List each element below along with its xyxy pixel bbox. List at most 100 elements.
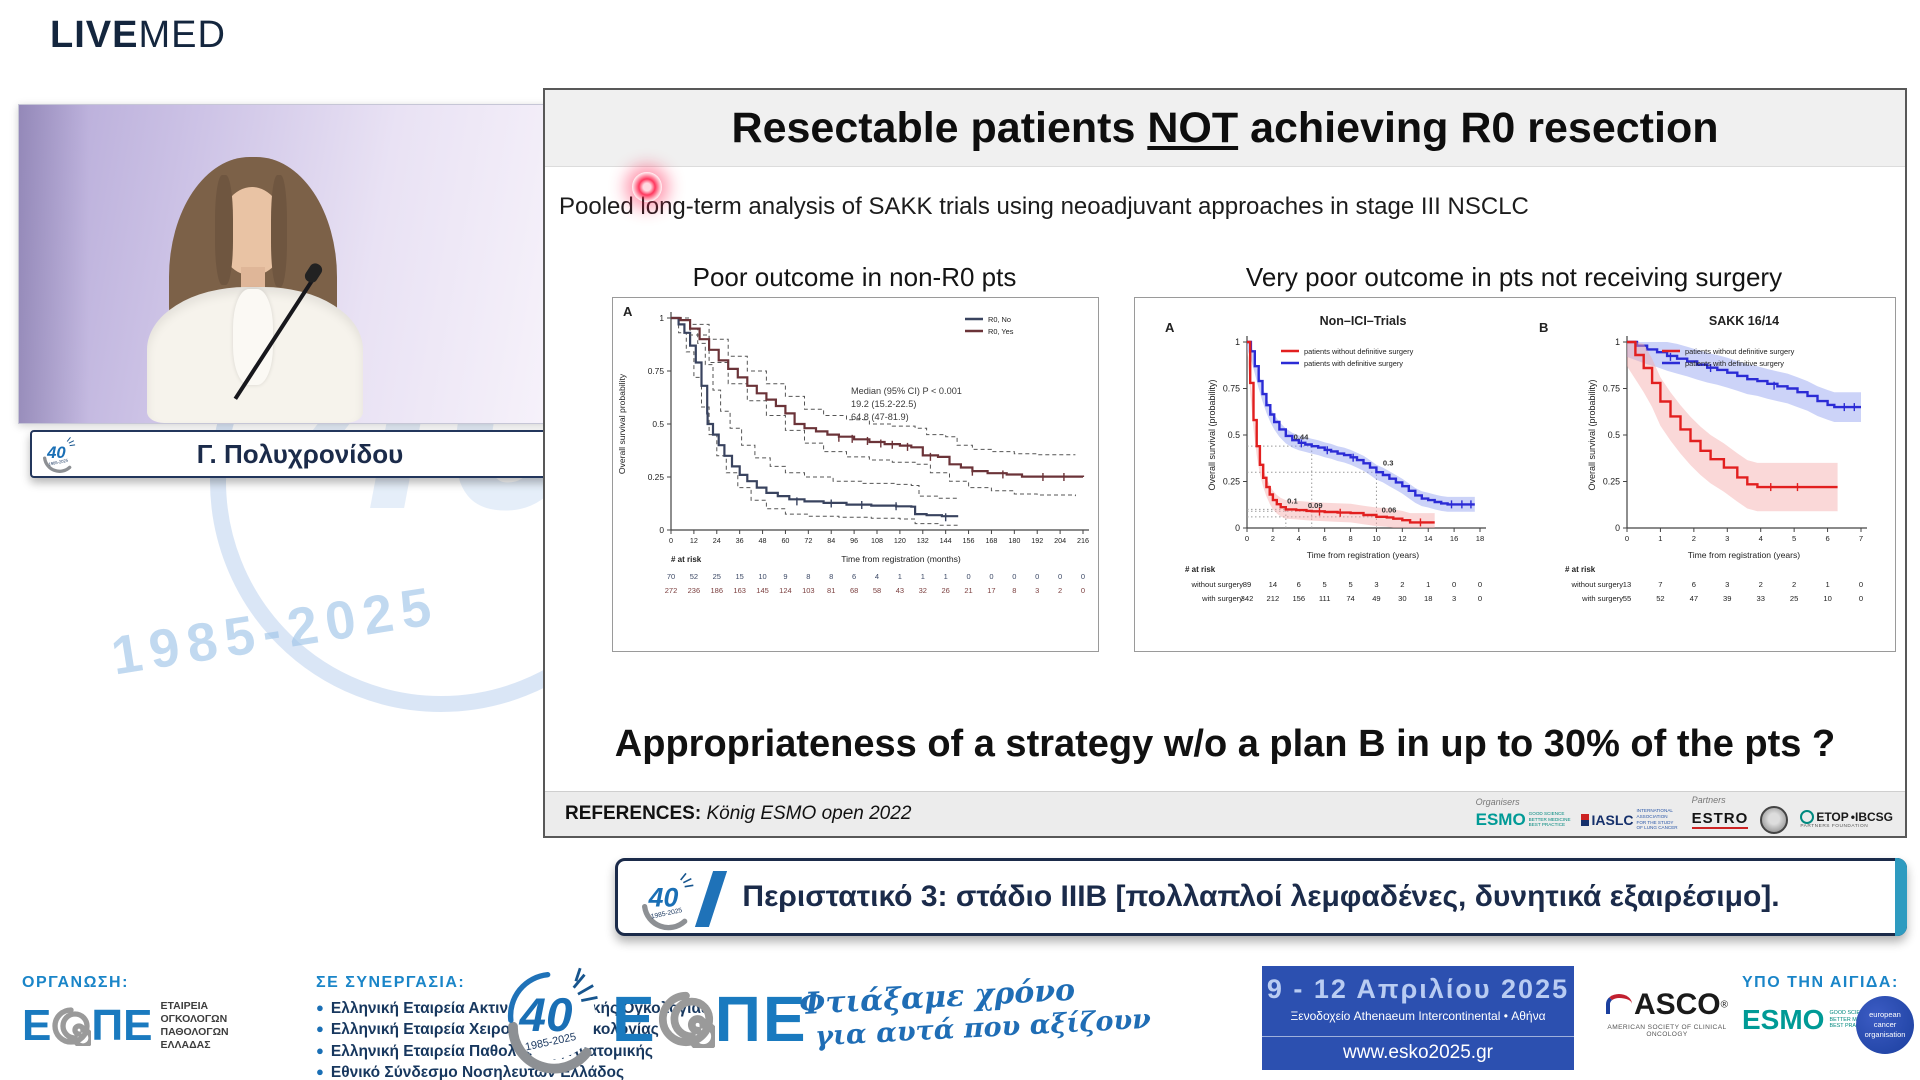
- svg-text:180: 180: [1008, 536, 1020, 545]
- svg-text:144: 144: [940, 536, 952, 545]
- svg-text:1: 1: [898, 572, 902, 581]
- svg-text:R0, No: R0, No: [988, 315, 1011, 324]
- svg-text:0: 0: [1081, 572, 1085, 581]
- ecco-line: cancer: [1873, 1020, 1897, 1030]
- svg-text:30: 30: [1398, 594, 1406, 603]
- svg-text:0: 0: [659, 525, 664, 535]
- bullet-icon: ●: [316, 1021, 324, 1037]
- svg-text:3: 3: [1725, 580, 1729, 589]
- svg-text:0: 0: [1035, 572, 1039, 581]
- svg-text:156: 156: [963, 536, 975, 545]
- references-text: REFERENCES: König ESMO open 2022: [565, 803, 911, 825]
- iaslc-flag-icon: [1580, 813, 1589, 826]
- svg-text:4: 4: [1759, 534, 1763, 543]
- svg-text:68: 68: [850, 586, 858, 595]
- svg-text:Time from registration (years): Time from registration (years): [1307, 550, 1420, 560]
- svg-text:7: 7: [1658, 580, 1662, 589]
- svg-text:without surgery: without surgery: [1191, 580, 1244, 589]
- esmo-tagline: GOOD SCIENCE BETTER MEDICINE BEST PRACTI…: [1529, 811, 1571, 828]
- banner-accent-bar: [1895, 858, 1907, 936]
- svg-text:74: 74: [1346, 594, 1354, 603]
- right-chart-title: Very poor outcome in pts not receiving s…: [1245, 262, 1783, 292]
- svg-text:0: 0: [1058, 572, 1062, 581]
- svg-text:84: 84: [827, 536, 835, 545]
- svg-text:19.2 (15.2-22.5): 19.2 (15.2-22.5): [851, 399, 916, 409]
- svg-text:3: 3: [1035, 586, 1039, 595]
- svg-text:# at risk: # at risk: [1185, 565, 1216, 574]
- iaslc-line: OF LUNG CANCER: [1636, 825, 1678, 831]
- svg-text:186: 186: [711, 586, 724, 595]
- collaboration-label: ΣΕ ΣΥΝΕΡΓΑΣΙΑ:: [316, 974, 466, 991]
- asco-logo: ASCO® AMERICAN SOCIETY OF CLINICAL ONCOL…: [1592, 988, 1742, 1038]
- svg-text:0.75: 0.75: [1223, 383, 1240, 393]
- esmo-logo: ESMO GOOD SCIENCE BETTER MEDICINE BEST P…: [1476, 810, 1571, 830]
- svg-text:108: 108: [871, 536, 883, 545]
- case-banner: 40 1985-2025 Περιστατικό 3: στάδιο IIIB …: [615, 858, 1907, 936]
- svg-text:72: 72: [804, 536, 812, 545]
- anniversary-slogan: Φτιάξαμε χρόνο για αυτά που αξίζουν: [799, 969, 1152, 1053]
- eope-letters: ΠΕ: [714, 983, 808, 1055]
- svg-text:0: 0: [1235, 523, 1240, 533]
- svg-text:8: 8: [806, 572, 810, 581]
- eope-spiral-icon: [52, 1007, 92, 1047]
- esmo-tagline-line: GOOD SCIENCE: [1829, 1009, 1872, 1016]
- eope-name-line: ΠΑΘΟΛΟΓΩΝ: [160, 1026, 229, 1039]
- svg-text:12: 12: [690, 536, 698, 545]
- partners-label: Partners: [1691, 794, 1726, 805]
- speaker-hair-strand: [215, 175, 233, 285]
- esmo-tagline-line: BETTER MEDICINE: [1829, 1016, 1879, 1023]
- svg-text:111: 111: [1319, 594, 1331, 603]
- svg-text:156: 156: [1292, 594, 1305, 603]
- svg-text:10: 10: [758, 572, 766, 581]
- svg-text:0: 0: [1478, 594, 1482, 603]
- ecco-text: european cancer organisation: [1865, 1010, 1906, 1039]
- svg-text:2: 2: [1692, 534, 1696, 543]
- svg-text:52: 52: [1656, 594, 1664, 603]
- svg-text:0.25: 0.25: [648, 472, 665, 482]
- svg-text:# at risk: # at risk: [671, 555, 702, 564]
- svg-text:patients with definitive surge: patients with definitive surgery: [1685, 359, 1784, 368]
- organisers-label: Organisers: [1475, 796, 1520, 807]
- svg-text:0: 0: [1081, 586, 1085, 595]
- livemed-logo: LIVEMED: [50, 14, 226, 57]
- iaslc-line: FOR THE STUDY: [1636, 819, 1674, 825]
- speaker-name-label: Γ. Πολυχρονίδου: [196, 438, 404, 469]
- eope-center-logo: Ε ΠΕ: [612, 982, 808, 1056]
- esmo-tagline-line: BEST PRACTICE: [1829, 1023, 1873, 1030]
- congress-footer: ΟΡΓΑΝΩΣΗ: Ε ΠΕ ΕΤΑΙΡΕΙΑ ΟΓΚΟΛΟΓΩΝ ΠΑΘΟΛΟ…: [0, 960, 1920, 1080]
- svg-text:4: 4: [1297, 534, 1301, 543]
- svg-text:0.75: 0.75: [648, 366, 665, 376]
- event-info-box: 9 - 12 Απριλίου 2025 Ξενοδοχείο Athenaeu…: [1262, 966, 1574, 1070]
- svg-text:216: 216: [1077, 536, 1089, 545]
- svg-text:7: 7: [1859, 534, 1863, 543]
- svg-text:0.5: 0.5: [652, 419, 664, 429]
- svg-text:25: 25: [1790, 594, 1798, 603]
- svg-text:0: 0: [1859, 580, 1863, 589]
- svg-text:24: 24: [713, 536, 721, 545]
- svg-text:10: 10: [1372, 534, 1380, 543]
- svg-text:5: 5: [1323, 580, 1327, 589]
- presentation-slide: Resectable patients NOT achieving R0 res…: [543, 88, 1907, 838]
- eope-wordmark: Ε ΠΕ: [612, 982, 808, 1056]
- banner-slash-decoration: [694, 871, 728, 927]
- svg-text:8: 8: [829, 572, 833, 581]
- svg-text:204: 204: [1054, 536, 1066, 545]
- speaker-hair-strand: [271, 175, 287, 287]
- svg-text:52: 52: [690, 572, 698, 581]
- svg-text:0.06: 0.06: [1382, 506, 1397, 515]
- svg-text:A: A: [1165, 320, 1175, 335]
- svg-text:0: 0: [1615, 523, 1620, 533]
- eope-letters: ΠΕ: [91, 1001, 153, 1051]
- svg-text:49: 49: [1372, 594, 1380, 603]
- svg-text:4: 4: [875, 572, 879, 581]
- svg-text:1: 1: [659, 313, 664, 323]
- svg-text:40: 40: [648, 883, 679, 913]
- svg-text:0: 0: [669, 536, 673, 545]
- bullet-icon: ●: [316, 1000, 324, 1015]
- svg-text:60: 60: [781, 536, 789, 545]
- speaker-name-banner: 40 1985-2025 Γ. Πολυχρονίδου: [30, 430, 570, 478]
- svg-text:5: 5: [1792, 534, 1796, 543]
- event-dates: 9 - 12 Απριλίου 2025: [1266, 974, 1570, 1004]
- svg-text:6: 6: [1692, 580, 1696, 589]
